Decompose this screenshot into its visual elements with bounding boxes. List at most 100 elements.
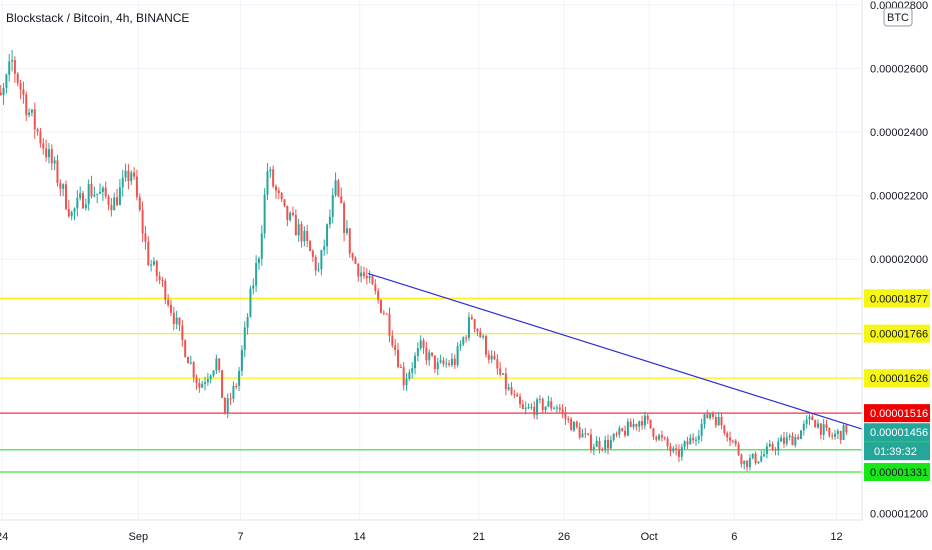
candle [842,423,845,441]
candle [768,439,771,448]
candle [720,413,723,430]
candle [612,433,615,442]
candle [206,372,209,386]
candle [706,409,709,419]
level-price-tag-label: 0.00001516 [870,408,928,420]
candle [90,175,93,199]
candle [482,334,485,340]
candle [309,240,312,252]
candle [530,403,533,410]
candle [729,431,732,447]
candle [502,373,505,376]
candle [465,335,468,343]
candle [351,252,354,261]
candle [751,453,754,460]
candle [677,444,680,463]
grid [0,0,862,520]
last-price-tag: 0.00001456 [864,423,930,442]
candle [238,367,241,391]
candle [377,288,380,304]
candle [172,306,175,331]
candle [609,435,612,450]
candle [638,420,641,432]
candle [204,376,207,391]
candle [13,56,16,83]
candle [388,307,391,343]
candle [655,435,658,442]
time-tick-label: Oct [641,531,658,543]
candle [496,354,499,375]
time-axis[interactable]: 24 Sep 7 14 21 26 Oct 6 12 [0,531,843,543]
candle [345,220,348,236]
candle [632,418,635,430]
candle [133,167,136,180]
candle [286,205,289,227]
candle [584,427,587,439]
price-tick-label: 0.00002600 [870,63,928,75]
candle [36,127,39,136]
candle [232,381,235,403]
candle [822,418,825,440]
candle [289,211,292,222]
candle [2,83,5,105]
currency-badge[interactable]: BTC [883,7,913,27]
candle [825,419,828,432]
candle [473,318,476,333]
candle [547,395,550,408]
candle [635,423,638,431]
candle [169,299,172,317]
candle [433,355,436,374]
candle [618,425,621,438]
candle [709,412,712,421]
candle [652,427,655,440]
candle [641,415,644,430]
candle [266,163,269,201]
candle [572,421,575,432]
candle [714,414,717,429]
trendline[interactable] [368,272,863,430]
candle [141,201,144,243]
candle [436,357,439,376]
candle [839,430,842,445]
candle [360,265,363,283]
candle [428,349,431,366]
candle [73,207,76,221]
candle [76,189,79,217]
candle [675,444,678,456]
candle [504,367,507,396]
candle [22,81,25,104]
candle [56,154,59,187]
candle [550,397,553,412]
candle [110,198,113,217]
candle [240,345,243,377]
candle [226,393,229,419]
candle [215,354,218,374]
candle [87,179,90,211]
candle [269,166,272,178]
candle [723,424,726,436]
candle [521,399,524,410]
bar-countdown-tag: 01:39:32 [864,442,930,461]
candle [292,206,295,217]
candle [799,429,802,440]
candle [368,270,371,284]
candle [0,85,2,96]
candle [323,239,326,256]
candle [218,358,221,373]
candle [198,378,201,393]
candle [589,428,592,453]
candle [405,372,408,391]
candle [536,397,539,420]
candle [135,169,138,201]
candle [118,178,121,206]
candle [507,383,510,392]
candle [144,225,147,250]
candle [777,437,780,456]
candle [831,432,834,440]
candle [385,312,388,315]
time-tick-label: 6 [731,531,737,543]
candle [67,199,70,219]
price-axis[interactable]: 0.00001200 0.00002000 0.00002200 0.00002400… [870,0,928,521]
candle [476,328,479,337]
currency-badge-label: BTC [887,12,909,24]
